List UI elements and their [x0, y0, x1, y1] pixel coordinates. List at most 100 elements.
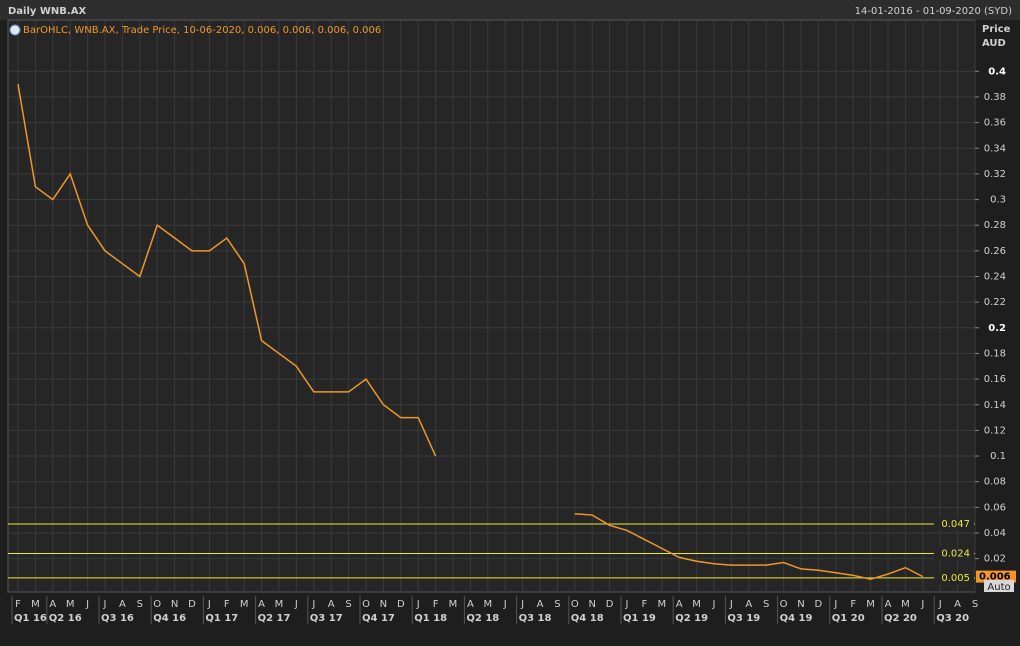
quarter-label: Q1 20	[832, 613, 865, 624]
x-tick-label: J	[520, 599, 524, 610]
quarter-label: Q4 17	[362, 613, 395, 624]
x-tick-label: A	[467, 599, 474, 610]
y-tick-label: 0.02	[984, 554, 1006, 565]
x-tick-label: D	[606, 599, 614, 610]
quarter-label: Q4 16	[153, 613, 186, 624]
quarter-label: Q3 16	[101, 613, 134, 624]
x-tick-label: F	[850, 599, 856, 610]
quarter-label: Q1 17	[205, 613, 238, 624]
x-tick-label: A	[258, 599, 265, 610]
y-tick-label: 0.32	[984, 169, 1006, 180]
x-tick-label: M	[483, 599, 492, 610]
legend-icon[interactable]	[9, 24, 21, 36]
x-tick-label: J	[85, 599, 89, 610]
y-tick-label: 0.06	[984, 502, 1006, 513]
x-tick-label: M	[692, 599, 701, 610]
x-tick-label: M	[901, 599, 910, 610]
y-tick-label: 0.38	[984, 92, 1006, 103]
quarter-label: Q2 16	[49, 613, 82, 624]
quarter-label: Q2 18	[466, 613, 499, 624]
x-tick-label: J	[311, 599, 315, 610]
y-tick-label: 0.34	[984, 143, 1006, 154]
x-tick-label: A	[954, 599, 961, 610]
x-tick-label: O	[571, 599, 579, 610]
x-tick-label: A	[537, 599, 544, 610]
x-tick-label: M	[240, 599, 249, 610]
x-tick-label: F	[15, 599, 21, 610]
y-tick-label: 0.1	[990, 451, 1006, 462]
x-tick-label: J	[938, 599, 942, 610]
x-tick-label: J	[833, 599, 837, 610]
x-tick-label: J	[729, 599, 733, 610]
quarter-label: Q4 19	[780, 613, 813, 624]
quarter-label: Q3 17	[310, 613, 343, 624]
x-tick-label: D	[815, 599, 823, 610]
chart-title: Daily WNB.AX	[8, 6, 86, 17]
x-tick-label: O	[362, 599, 370, 610]
y-tick-label: 0.12	[984, 425, 1006, 436]
x-tick-label: M	[66, 599, 75, 610]
x-tick-label: S	[554, 599, 560, 610]
reference-label: 0.005	[941, 573, 970, 584]
auto-button-label[interactable]: Auto	[987, 582, 1010, 593]
x-tick-label: A	[745, 599, 752, 610]
reference-label: 0.047	[941, 519, 970, 530]
y-tick-label: 0.26	[984, 246, 1006, 257]
x-tick-label: J	[103, 599, 107, 610]
y-tick-label: 0.22	[984, 297, 1006, 308]
header-bar	[0, 0, 1020, 20]
price-line	[17, 84, 924, 580]
quarter-label: Q3 19	[727, 613, 760, 624]
date-range: 14-01-2016 - 01-09-2020 (SYD)	[855, 6, 1012, 17]
plot-area	[7, 19, 976, 593]
quarter-label: Q4 18	[571, 613, 604, 624]
x-tick-label: O	[780, 599, 788, 610]
x-tick-label: A	[676, 599, 683, 610]
x-tick-label: J	[712, 599, 716, 610]
y-tick-label: 0.24	[984, 272, 1006, 283]
y-tick-label: 0.18	[984, 348, 1006, 359]
last-value-label: 0.006	[979, 572, 1011, 583]
x-tick-label: M	[449, 599, 458, 610]
x-tick-label: M	[31, 599, 40, 610]
y-tick-label: 0.36	[984, 118, 1006, 129]
x-tick-label: N	[171, 599, 178, 610]
quarter-label: Q2 19	[675, 613, 708, 624]
x-tick-label: J	[416, 599, 420, 610]
x-tick-label: J	[294, 599, 298, 610]
x-tick-label: F	[433, 599, 439, 610]
auto-button[interactable]	[984, 580, 1014, 592]
x-tick-label: S	[345, 599, 351, 610]
x-tick-label: J	[207, 599, 211, 610]
legend-text: BarOHLC, WNB.AX, Trade Price, 10-06-2020…	[23, 25, 381, 36]
x-tick-label: S	[137, 599, 143, 610]
y-tick-label: 0.28	[984, 220, 1006, 231]
quarter-label: Q2 20	[884, 613, 917, 624]
reference-label-bg	[934, 547, 974, 560]
x-tick-label: M	[866, 599, 875, 610]
x-tick-label: A	[328, 599, 335, 610]
y-tick-label: 0.14	[984, 400, 1006, 411]
y-tick-label: 0.3	[990, 195, 1006, 206]
quarter-label: Q1 16	[14, 613, 47, 624]
quarter-label: Q1 18	[414, 613, 447, 624]
quarter-label: Q3 18	[519, 613, 552, 624]
x-tick-label: N	[380, 599, 387, 610]
last-value-box	[976, 570, 1016, 583]
x-tick-label: S	[972, 599, 978, 610]
x-tick-label: J	[625, 599, 629, 610]
y-tick-label: 0.04	[984, 528, 1006, 539]
x-tick-label: M	[657, 599, 666, 610]
quarter-label: Q2 17	[258, 613, 291, 624]
quarter-label: Q3 20	[936, 613, 969, 624]
quarter-label: Q1 19	[623, 613, 656, 624]
x-tick-label: D	[397, 599, 405, 610]
y-axis-unit: AUD	[982, 38, 1006, 49]
x-tick-label: A	[49, 599, 56, 610]
x-tick-label: A	[119, 599, 126, 610]
x-tick-label: M	[275, 599, 284, 610]
y-tick-label: 0.08	[984, 477, 1006, 488]
y-tick-label: 0.16	[984, 374, 1006, 385]
y-axis-title: Price	[982, 24, 1011, 35]
